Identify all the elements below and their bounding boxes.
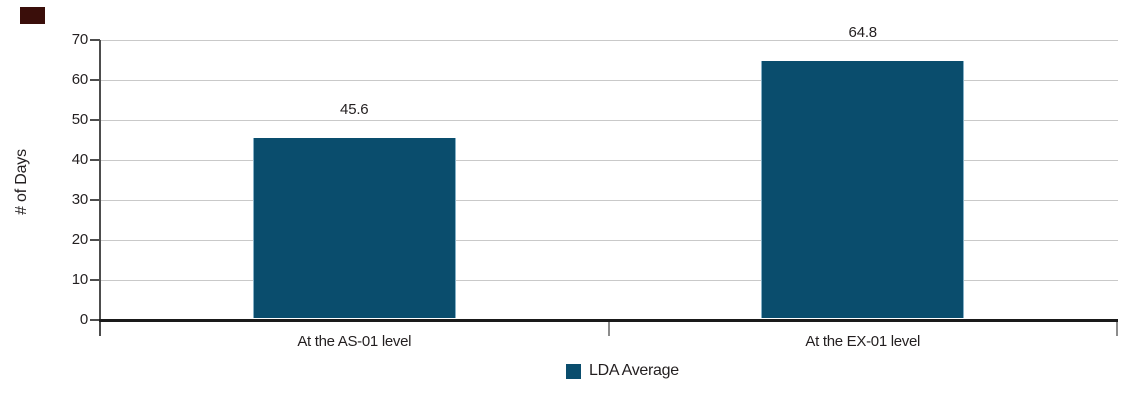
gridline bbox=[100, 159, 1118, 161]
y-tick-label: 70 bbox=[71, 31, 88, 48]
x-category-label: At the AS-01 level bbox=[297, 333, 412, 350]
gridline bbox=[100, 79, 1118, 81]
legend-swatch bbox=[566, 363, 581, 379]
y-tick bbox=[90, 39, 100, 41]
y-tick-label: 20 bbox=[71, 231, 88, 248]
y-tick-label: 30 bbox=[71, 191, 88, 208]
gridline bbox=[100, 39, 1118, 41]
y-tick bbox=[90, 279, 100, 281]
legend: LDA Average bbox=[566, 362, 679, 380]
bar bbox=[761, 60, 965, 319]
gridline bbox=[100, 119, 1118, 121]
gridline bbox=[100, 239, 1118, 241]
x-category-label: At the EX-01 level bbox=[805, 333, 921, 350]
axis-line-x bbox=[98, 318, 1118, 322]
axis-line-y bbox=[99, 40, 101, 336]
y-tick-label: 10 bbox=[71, 271, 88, 288]
gridline bbox=[100, 279, 1118, 281]
y-tick-label: 50 bbox=[71, 111, 88, 128]
y-tick-label: 40 bbox=[71, 151, 88, 168]
bar bbox=[252, 137, 456, 319]
y-tick bbox=[90, 79, 100, 81]
y-axis-title: # of Days bbox=[13, 149, 30, 215]
boundary-tick bbox=[1116, 320, 1118, 336]
gridline bbox=[100, 199, 1118, 201]
y-tick bbox=[90, 319, 100, 321]
bar-value-label: 64.8 bbox=[848, 23, 878, 41]
y-tick bbox=[90, 239, 100, 241]
bar-value-label: 45.6 bbox=[340, 100, 369, 118]
corner-mark bbox=[20, 7, 45, 24]
y-tick bbox=[90, 199, 100, 201]
y-tick-label: 0 bbox=[79, 311, 88, 328]
boundary-tick bbox=[607, 320, 610, 336]
y-tick bbox=[90, 119, 100, 121]
legend-label: LDA Average bbox=[589, 362, 679, 379]
y-tick bbox=[90, 159, 100, 161]
y-tick-label: 60 bbox=[71, 71, 88, 88]
